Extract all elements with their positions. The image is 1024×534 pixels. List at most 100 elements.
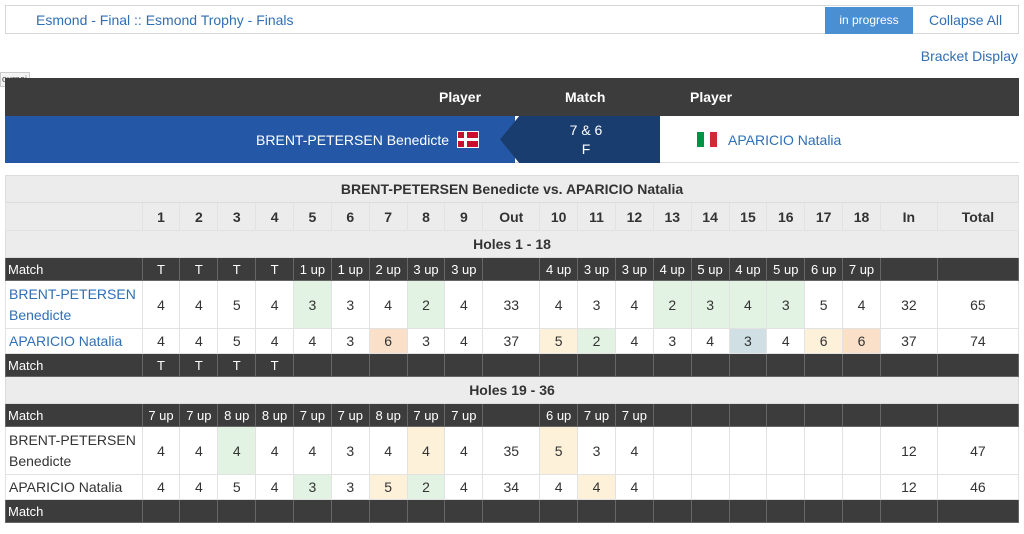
match-status-cell bbox=[690, 353, 730, 377]
score-cell: 4 bbox=[293, 328, 332, 354]
match-status-cell: 7 up bbox=[330, 403, 370, 427]
score-cell: 32 bbox=[879, 280, 938, 329]
column-header bbox=[5, 202, 143, 231]
event-header-bar: Esmond - Final :: Esmond Trophy - Finals… bbox=[5, 5, 1019, 34]
match-status-cell bbox=[728, 499, 768, 523]
match-status-label: Match bbox=[5, 499, 143, 523]
column-header: 7 bbox=[368, 202, 408, 231]
match-status-cell bbox=[614, 499, 654, 523]
match-status-cell: 7 up bbox=[179, 403, 219, 427]
score-cell: 3 bbox=[330, 426, 370, 475]
column-header: 12 bbox=[614, 202, 654, 231]
match-status-cell bbox=[482, 403, 541, 427]
match-row[interactable]: BRENT-PETERSEN Benedicte 7 & 6 F APARICI… bbox=[5, 116, 1019, 163]
match-status-cell bbox=[936, 499, 1020, 523]
score-cell bbox=[690, 474, 730, 500]
player-name-cell: APARICIO Natalia bbox=[5, 474, 143, 500]
player-score-row: APARICIO Natalia 4 4 5 4 3 3 5 2 4 34 4 4 4 12 46 bbox=[5, 474, 1020, 500]
match-status-cell bbox=[217, 499, 257, 523]
score-cell: 4 bbox=[179, 426, 219, 475]
score-cell: 4 bbox=[444, 328, 484, 354]
score-cell: 4 bbox=[179, 280, 219, 329]
match-status-cell: T bbox=[217, 353, 257, 377]
match-status-cell: T bbox=[141, 353, 181, 377]
match-status-cell: 5 up bbox=[766, 257, 806, 281]
match-status-cell bbox=[482, 353, 541, 377]
score-cell: 3 bbox=[293, 280, 332, 329]
match-status-cell bbox=[879, 403, 938, 427]
match-status-cell bbox=[879, 353, 938, 377]
event-title-link[interactable]: Esmond - Final :: Esmond Trophy - Finals bbox=[36, 12, 294, 28]
match-status-cell: 4 up bbox=[652, 257, 692, 281]
match-status-cell: 7 up bbox=[444, 403, 484, 427]
match-status-cell bbox=[766, 353, 806, 377]
match-status-cell bbox=[444, 353, 484, 377]
section-title: Holes 1 - 18 bbox=[5, 230, 1019, 258]
score-cell: 2 bbox=[406, 474, 446, 500]
match-status-cell bbox=[879, 257, 938, 281]
score-cell: 4 bbox=[577, 474, 616, 500]
score-cell bbox=[842, 426, 881, 475]
match-status-cell bbox=[766, 499, 806, 523]
score-cell: 6 bbox=[368, 328, 408, 354]
player-score-row: BRENT-PETERSEN Benedicte 4 4 5 4 3 3 4 2 4 33 4 3 4 2 3… bbox=[5, 280, 1020, 329]
match-status-label: Match bbox=[5, 403, 143, 427]
player-score-row: APARICIO Natalia 4 4 5 4 4 3 6 3 4 37 5 2 4 3 4 3 4 6 6 37 74 bbox=[5, 328, 1020, 354]
player-name-cell[interactable]: BRENT-PETERSEN Benedicte bbox=[5, 280, 143, 329]
player-name-cell[interactable]: APARICIO Natalia bbox=[5, 328, 143, 354]
score-cell: 4 bbox=[766, 328, 806, 354]
score-cell: 12 bbox=[879, 426, 938, 475]
column-header: 15 bbox=[728, 202, 768, 231]
section-title-row: Holes 19 - 36 bbox=[5, 376, 1019, 404]
match-status-cell bbox=[179, 499, 219, 523]
match-status-cell bbox=[690, 499, 730, 523]
bracket-display-link[interactable]: Bracket Display bbox=[920, 48, 1018, 64]
score-cell: 4 bbox=[690, 328, 730, 354]
match-status-cell bbox=[936, 353, 1020, 377]
score-cell: 4 bbox=[614, 474, 654, 500]
score-cell: 4 bbox=[255, 426, 295, 475]
player-name-cell: BRENT-PETERSEN Benedicte bbox=[5, 426, 143, 475]
score-cell: 5 bbox=[217, 474, 257, 500]
match-status-cell: 7 up bbox=[577, 403, 616, 427]
italy-flag-icon bbox=[697, 132, 718, 147]
match-status-cell: T bbox=[179, 257, 219, 281]
score-cell: 4 bbox=[255, 328, 295, 354]
column-header: 3 bbox=[217, 202, 257, 231]
score-cell: 4 bbox=[141, 328, 181, 354]
match-status-cell bbox=[842, 353, 881, 377]
column-header: 2 bbox=[179, 202, 219, 231]
match-status-cell: 4 up bbox=[728, 257, 768, 281]
match-status-cell: 1 up bbox=[293, 257, 332, 281]
score-cell: 4 bbox=[293, 426, 332, 475]
score-cell: 47 bbox=[936, 426, 1020, 475]
match-status-cell bbox=[652, 353, 692, 377]
match-status-cell: 8 up bbox=[368, 403, 408, 427]
match-status-cell: 8 up bbox=[255, 403, 295, 427]
score-cell: 3 bbox=[577, 280, 616, 329]
score-cell: 4 bbox=[179, 474, 219, 500]
score-cell: 4 bbox=[614, 426, 654, 475]
score-cell: 6 bbox=[842, 328, 881, 354]
score-cell: 35 bbox=[482, 426, 541, 475]
score-cell: 4 bbox=[141, 426, 181, 475]
collapse-all-button[interactable]: Collapse All bbox=[929, 12, 1003, 28]
match-status-cell: 3 up bbox=[614, 257, 654, 281]
player2-name[interactable]: APARICIO Natalia bbox=[728, 132, 842, 148]
match-final-status: F bbox=[581, 141, 591, 157]
score-cell: 3 bbox=[330, 474, 370, 500]
match-status-row: Match bbox=[5, 499, 1020, 523]
score-cell: 74 bbox=[936, 328, 1020, 354]
score-cell: 34 bbox=[482, 474, 541, 500]
score-cell: 4 bbox=[255, 474, 295, 500]
match-status-cell bbox=[330, 353, 370, 377]
player1-name[interactable]: BRENT-PETERSEN Benedicte bbox=[256, 132, 449, 148]
scorecard-caption: BRENT-PETERSEN Benedicte vs. APARICIO Na… bbox=[5, 175, 1019, 203]
match-status-cell: T bbox=[217, 257, 257, 281]
match-result: 7 & 6 F bbox=[560, 121, 612, 159]
match-status-cell bbox=[804, 403, 844, 427]
column-header: 17 bbox=[804, 202, 844, 231]
score-cell: 5 bbox=[368, 474, 408, 500]
score-cell bbox=[728, 474, 768, 500]
score-cell: 3 bbox=[728, 328, 768, 354]
